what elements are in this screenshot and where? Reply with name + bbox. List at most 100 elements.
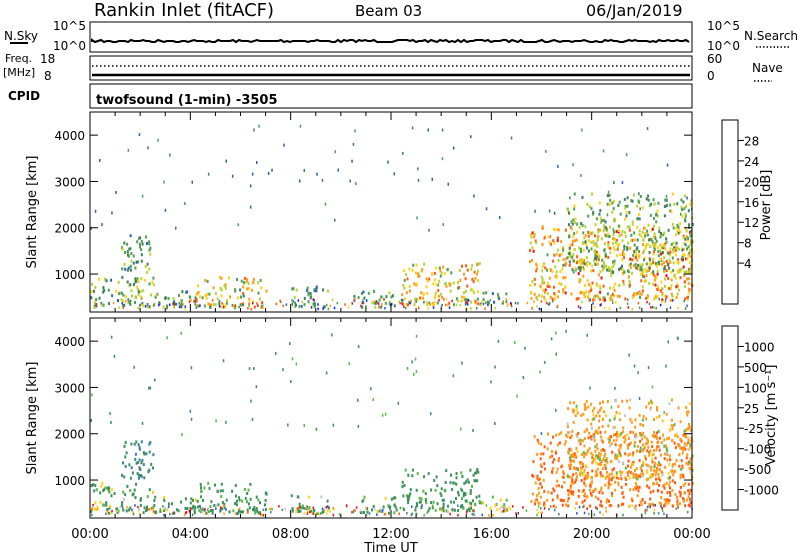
echo-cell: [409, 299, 412, 303]
echo-cell: [657, 201, 660, 205]
echo-cell: [588, 290, 591, 294]
echo-cell: [630, 233, 633, 237]
echo-cell: [258, 511, 261, 515]
echo-cell: [332, 513, 335, 517]
echo-cell: [535, 269, 538, 273]
echo-cell: [135, 279, 138, 283]
echo-cell: [359, 511, 362, 514]
echo-cell: [686, 296, 689, 299]
echo-cell: [411, 268, 414, 272]
velocity-ylabel: Slant Range [km]: [25, 362, 40, 475]
echo-cell: [421, 268, 424, 272]
echo-cell: [630, 420, 633, 424]
echo-cell: [118, 306, 120, 309]
echo-cell: [427, 307, 429, 310]
echo-cell: [600, 435, 603, 439]
echo-cell: [163, 509, 166, 513]
echo-cell: [147, 470, 150, 474]
echo-cell: [635, 504, 637, 508]
echo-cell: [634, 418, 637, 422]
echo-cell: [580, 222, 583, 225]
echo-cell: [248, 302, 250, 305]
echo-cell: [603, 455, 606, 458]
echo-cell: [639, 433, 642, 437]
echo-cell: [103, 488, 106, 492]
echo-cell: [573, 192, 576, 196]
echo-cell: [467, 507, 470, 511]
echo-cell: [452, 146, 455, 150]
echo-cell: [638, 306, 641, 310]
echo-cell: [635, 247, 638, 251]
echo-cell: [432, 282, 435, 286]
echo-cell: [550, 491, 553, 495]
echo-cell: [417, 167, 419, 171]
echo-cell: [126, 250, 129, 254]
echo-cell: [669, 209, 672, 213]
echo-cell: [582, 471, 585, 475]
echo-cell: [421, 296, 424, 300]
colorbar-tick-label: 16: [744, 196, 759, 210]
echo-cell: [249, 497, 252, 501]
echo-cell: [534, 209, 536, 213]
echo-cell: [629, 471, 632, 475]
echo-cell: [257, 511, 260, 515]
echo-cell: [234, 289, 237, 293]
echo-cell: [148, 242, 151, 246]
echo-cell: [634, 441, 636, 444]
echo-cell: [542, 288, 545, 292]
echo-cell: [673, 274, 676, 278]
echo-cell: [618, 284, 621, 287]
echo-cell: [583, 511, 586, 515]
echo-cell: [583, 494, 586, 498]
echo-cell: [402, 494, 405, 498]
echo-cell: [638, 459, 641, 463]
echo-cell: [572, 481, 575, 485]
echo-cell: [581, 473, 584, 477]
echo-cell: [536, 508, 538, 512]
echo-cell: [517, 302, 519, 305]
echo-cell: [568, 246, 571, 250]
echo-cell: [95, 305, 98, 308]
echo-cell: [427, 509, 430, 513]
power-ylabel: Slant Range [km]: [25, 156, 40, 269]
echo-cell: [649, 203, 651, 207]
echo-cell: [314, 302, 317, 306]
echo-cell: [472, 509, 475, 513]
echo-cell: [571, 459, 574, 463]
echo-cell: [442, 502, 445, 506]
echo-cell: [424, 498, 427, 501]
echo-cell: [569, 454, 572, 457]
echo-cell: [654, 261, 657, 265]
echo-cell: [599, 401, 601, 405]
echo-cell: [617, 477, 620, 480]
echo-cell: [659, 235, 662, 239]
echo-cell: [638, 413, 641, 417]
echo-cell: [579, 442, 582, 446]
echo-cell: [663, 504, 665, 508]
echo-cell: [555, 228, 558, 232]
echo-cell: [632, 431, 635, 435]
echo-cell: [471, 512, 474, 516]
echo-cell: [560, 431, 563, 435]
echo-cell: [597, 228, 600, 232]
echo-cell: [651, 457, 654, 461]
echo-cell: [175, 303, 178, 306]
echo-cell: [613, 199, 615, 203]
echo-cell: [629, 430, 632, 434]
echo-cell: [144, 305, 147, 308]
echo-cell: [130, 442, 133, 446]
echo-cell: [462, 299, 464, 302]
echo-cell: [599, 458, 601, 462]
echo-cell: [607, 232, 609, 236]
echo-cell: [665, 204, 668, 207]
echo-cell: [609, 246, 612, 250]
echo-cell: [460, 487, 462, 491]
echo-cell: [561, 485, 563, 489]
echo-cell: [411, 468, 414, 472]
echo-cell: [658, 226, 661, 230]
echo-cell: [162, 305, 165, 309]
echo-cell: [689, 470, 692, 474]
echo-cell: [629, 257, 632, 261]
echo-cell: [573, 248, 576, 251]
echo-cell: [645, 469, 648, 473]
